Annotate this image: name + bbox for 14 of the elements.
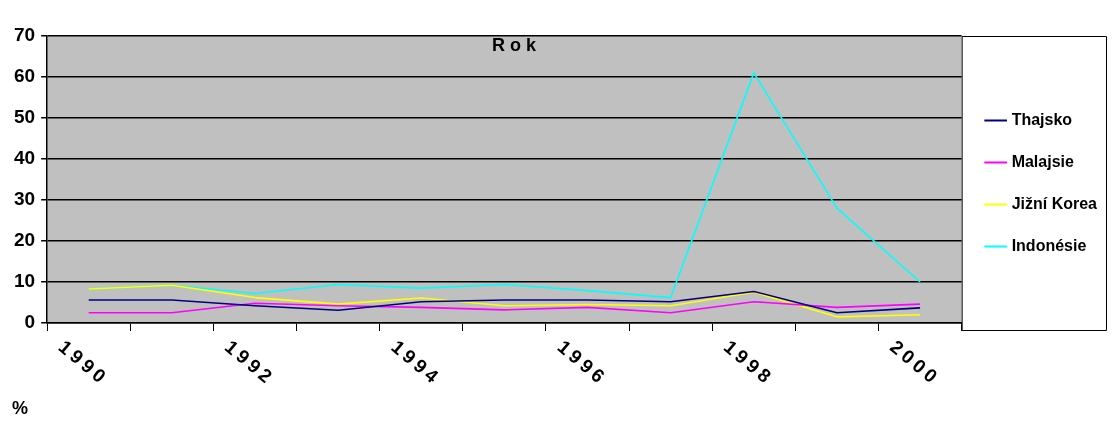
y-tick-label: 0 — [24, 311, 36, 333]
y-tick-label: 50 — [13, 106, 36, 128]
y-tick-label: 30 — [13, 188, 36, 210]
y-tick-label: 70 — [13, 24, 36, 46]
legend-label: Malajsie — [1011, 152, 1074, 170]
legend-label: Thajsko — [1011, 110, 1073, 128]
y-tick-label: 10 — [13, 270, 36, 292]
y-tick-label: 60 — [13, 65, 36, 87]
x-axis-title: Rok — [491, 34, 541, 55]
y-tick-label: 40 — [13, 147, 36, 169]
y-axis-title: % — [12, 397, 34, 418]
legend-label: Indonésie — [1011, 236, 1087, 254]
y-tick-label: 20 — [13, 229, 36, 251]
legend-label: Jižní Korea — [1011, 194, 1098, 212]
